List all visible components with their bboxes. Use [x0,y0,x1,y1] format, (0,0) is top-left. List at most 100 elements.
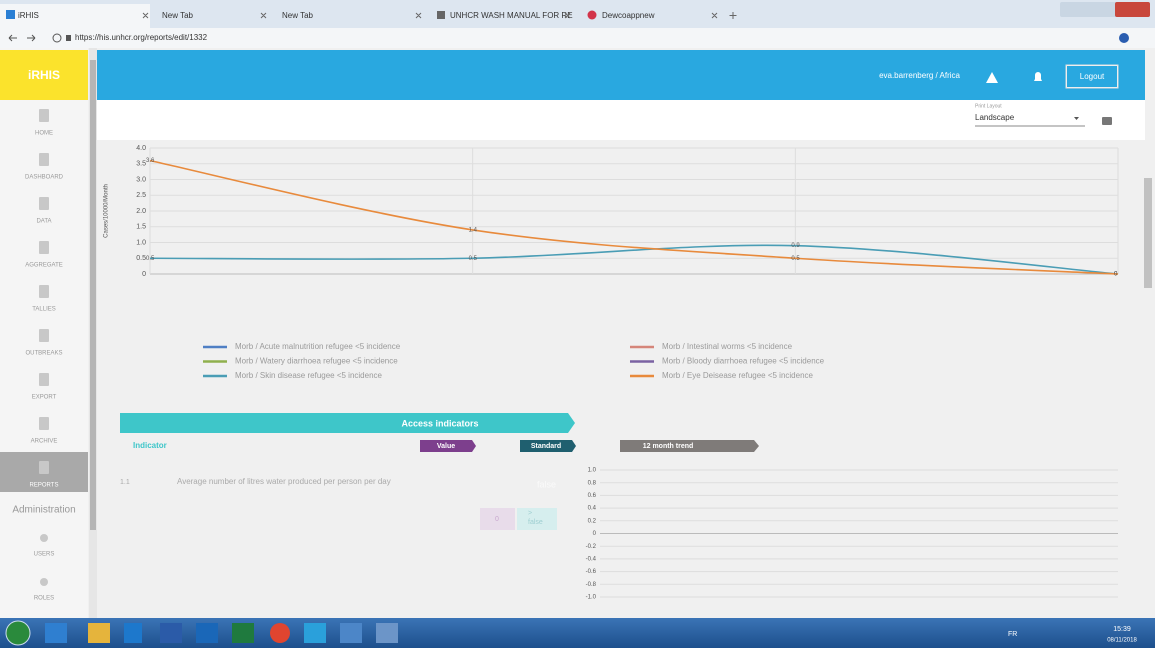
nav-label[interactable]: OUTBREAKS [25,351,62,357]
nav-label[interactable]: ARCHIVE [31,439,58,445]
y-tick-label: 1.0 [136,239,146,246]
y-tick-label: 4.0 [136,145,146,152]
data-label: 3.6 [146,158,155,164]
nav-label[interactable]: EXPORT [32,395,57,401]
nav-icon [39,109,49,122]
series-line [150,245,1118,274]
close-window[interactable] [1115,2,1150,17]
sidebar-scroll-thumb[interactable] [90,60,96,530]
legend-label[interactable]: Morb / Watery diarrhoea refugee <5 incid… [235,357,398,366]
tab-title[interactable]: Dewcoappnew [602,11,655,20]
indicator-name: Average number of litres water produced … [177,477,391,486]
nav-icon [39,153,49,166]
legend-label[interactable]: Morb / Skin disease refugee <5 incidence [235,371,383,380]
tab-icon [437,11,445,19]
app-icon[interactable] [124,623,142,643]
y-tick-label: 0 [142,271,146,278]
nav-icon [39,461,49,474]
data-label: 0.5 [791,256,800,262]
column-header: Indicator [133,441,167,450]
top-bar [97,50,1145,100]
tab-title[interactable]: UNHCR WASH MANUAL FOR RE [450,11,573,20]
standard: false [528,519,543,526]
clock-date[interactable]: 08/11/2018 [1107,638,1137,644]
user-name[interactable]: eva.barrenberg / Africa [879,71,960,80]
y-tick-label: 2.5 [136,192,146,199]
y-tick-label: -0.2 [586,544,597,550]
legend-label[interactable]: Morb / Acute malnutrition refugee <5 inc… [235,342,401,351]
screen: iRHIS New Tab New Tab UNHCR WASH MANUAL … [0,0,1155,648]
print-layout-select[interactable]: Landscape [975,113,1015,122]
clock-time[interactable]: 15:39 [1113,626,1131,633]
nav-label[interactable]: HOME [35,131,53,137]
y-tick-label: 2.0 [136,208,146,215]
column-header: Standard [531,443,561,450]
y-axis-label: Cases/10000/Month [104,184,110,238]
nav-label[interactable]: TALLIES [32,307,56,313]
nav-label[interactable]: DASHBOARD [25,175,64,181]
tab-icon [588,11,597,20]
tab-icon [6,10,15,19]
app-icon[interactable] [45,623,67,643]
nav-label[interactable]: DATA [36,219,51,225]
y-tick-label: -1.0 [586,595,597,601]
tab-title[interactable]: iRHIS [18,11,39,20]
y-tick-label: 0.6 [588,493,597,499]
logo[interactable]: iRHIS [28,68,60,82]
indicator-result: false [537,479,556,489]
profile-icon[interactable] [1119,33,1129,43]
y-tick-label: 0.4 [588,506,597,512]
page-scroll-thumb[interactable] [1144,178,1152,288]
nav-icon [39,241,49,254]
page: iRHIS New Tab New Tab UNHCR WASH MANUAL … [0,0,1155,648]
app-icon[interactable] [160,623,182,643]
y-tick-label: 0 [593,531,597,537]
y-tick-label: 1.0 [588,468,597,474]
nav-label[interactable]: AGGREGATE [25,263,63,269]
y-tick-label: 0.2 [588,518,597,524]
app-icon[interactable] [196,623,218,643]
series-line [150,161,1118,274]
y-tick-label: -0.4 [586,556,597,562]
y-tick-label: -0.8 [586,582,597,588]
legend-label[interactable]: Morb / Bloody diarrhoea refugee <5 incid… [662,357,825,366]
nav-icon [40,578,48,586]
logout-label[interactable]: Logout [1080,72,1105,81]
legend: Morb / Acute malnutrition refugee <5 inc… [203,342,825,380]
app-icon[interactable] [232,623,254,643]
nav-icon [40,534,48,542]
nav-label[interactable]: ROLES [34,596,54,602]
standard-operator: > [528,510,532,517]
nav-label[interactable]: REPORTS [30,483,59,489]
legend-label[interactable]: Morb / Eye Deisease refugee <5 incidence [662,371,814,380]
app-icon[interactable] [340,623,362,643]
nav-icon [39,197,49,210]
data-label: 0.5 [146,256,155,262]
nav-label[interactable]: USERS [34,552,55,558]
y-tick-label: -0.6 [586,569,597,575]
section-banner [120,413,575,433]
nav-icon [39,329,49,342]
row-number: 1.1 [120,479,130,486]
data-label: 1.4 [469,227,478,233]
column-header: Value [437,443,455,450]
legend-label[interactable]: Morb / Intestinal worms <5 incidence [662,342,793,351]
y-tick-label: 0.8 [588,480,597,486]
y-tick-label: 0.5 [136,255,146,262]
print-icon[interactable] [1102,117,1112,125]
app-icon[interactable] [88,623,110,643]
app-icon[interactable] [304,623,326,643]
tab-title[interactable]: New Tab [282,11,314,20]
nav-icon [39,373,49,386]
trend-chart: 1.0 0.8 0.6 0.4 0.2 0 -0.2 -0.4 -0.6 -0.8 -1.0 [586,468,1118,601]
lock-icon [66,35,71,41]
app-icon[interactable] [270,623,290,643]
start-button[interactable] [6,621,30,645]
url[interactable]: https://his.unhcr.org/reports/edit/1332 [75,33,208,42]
print-layout-label: Print Layout [975,103,1002,109]
tab-title[interactable]: New Tab [162,11,194,20]
app-icon[interactable] [376,623,398,643]
value: 0 [495,516,499,523]
line-chart: 00.51.01.52.02.53.03.54.0Cases/10000/Mon… [104,145,1118,278]
language[interactable]: FR [1008,631,1017,638]
